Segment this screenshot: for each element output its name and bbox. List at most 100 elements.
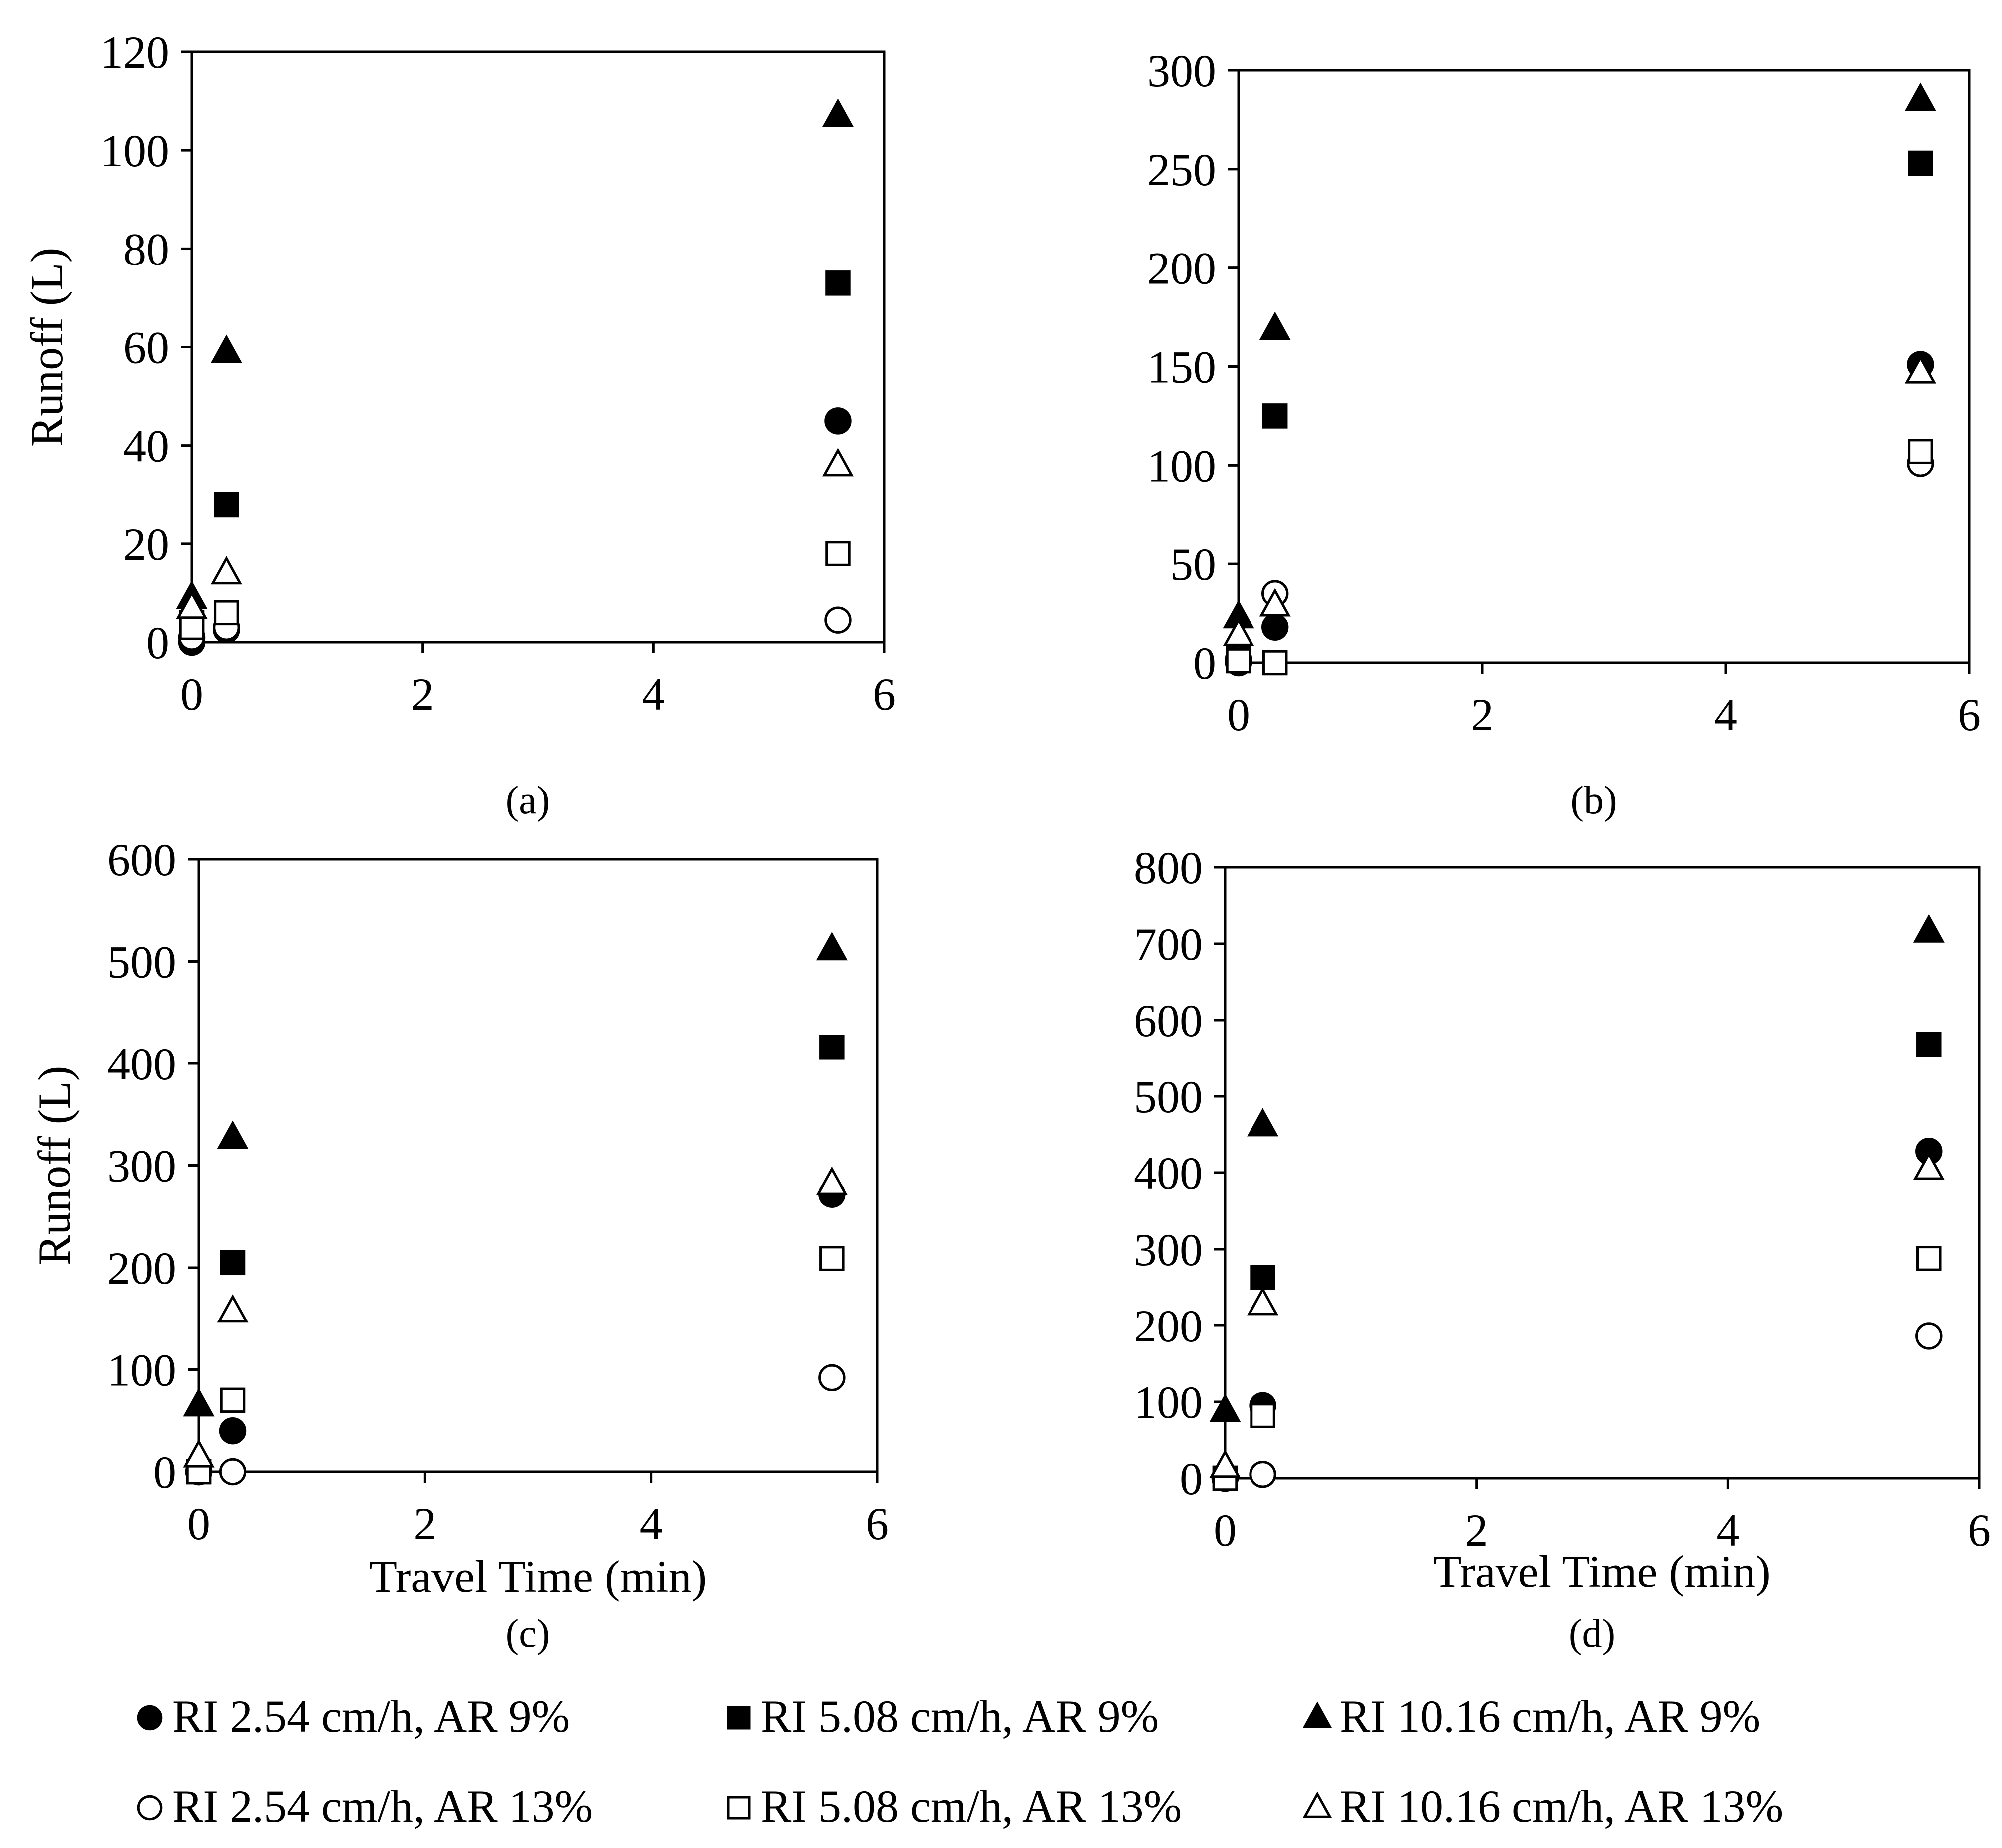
x-tick-label: 4: [640, 1498, 663, 1549]
y-tick-label: 150: [1147, 342, 1216, 393]
y-tick-label: 100: [1134, 1377, 1203, 1428]
y-tick-label: 600: [107, 834, 176, 885]
data-point: [220, 1250, 246, 1276]
legend-marker: [1302, 1701, 1332, 1728]
data-point: [819, 1035, 845, 1060]
x-tick-label: 6: [1968, 1505, 1991, 1556]
y-tick-label: 0: [146, 617, 169, 668]
legend-label: RI 2.54 cm/h, AR 13%: [172, 1781, 593, 1832]
data-point: [1904, 82, 1936, 111]
data-point: [818, 1364, 846, 1392]
y-tick-label: 0: [1193, 638, 1216, 689]
data-point: [1908, 439, 1933, 464]
data-point: [219, 1458, 247, 1486]
legend-marker: [727, 1706, 751, 1730]
legend-label: RI 2.54 cm/h, AR 9%: [172, 1691, 570, 1742]
y-axis-label: Runoff (L): [29, 1066, 80, 1265]
panel-label: (b): [1570, 779, 1617, 822]
x-tick-label: 2: [413, 1498, 436, 1549]
legend-label: RI 5.08 cm/h, AR 13%: [761, 1781, 1182, 1832]
y-tick-label: 200: [1134, 1301, 1203, 1351]
data-point: [217, 1294, 249, 1323]
y-tick-label: 300: [107, 1141, 176, 1192]
legend-marker: [137, 1705, 163, 1731]
panel-label: (a): [506, 779, 550, 822]
data-point: [822, 98, 854, 127]
legend-marker: [727, 1796, 751, 1820]
x-tick-label: 6: [873, 669, 896, 720]
data-point: [1247, 1108, 1279, 1137]
y-tick-label: 700: [1134, 919, 1203, 970]
y-tick-label: 300: [1134, 1224, 1203, 1275]
legend-label: RI 10.16 cm/h, AR 13%: [1340, 1781, 1783, 1832]
x-tick-label: 0: [187, 1498, 210, 1549]
data-point: [220, 1387, 246, 1413]
data-point: [824, 606, 852, 634]
data-point: [816, 932, 848, 961]
y-tick-label: 300: [1147, 45, 1216, 96]
data-point: [1916, 1032, 1942, 1057]
y-tick-label: 0: [153, 1447, 176, 1498]
data-point: [825, 541, 851, 566]
y-tick-label: 100: [1147, 440, 1216, 491]
data-point: [1913, 914, 1945, 943]
legend-label: RI 10.16 cm/h, AR 9%: [1340, 1691, 1760, 1742]
x-axis-label: Travel Time (min): [369, 1551, 707, 1602]
x-tick-label: 0: [1227, 689, 1250, 740]
y-tick-label: 50: [1170, 539, 1216, 590]
data-point: [179, 615, 205, 640]
y-tick-label: 200: [1147, 243, 1216, 294]
y-tick-label: 120: [100, 27, 169, 78]
x-tick-label: 6: [866, 1498, 889, 1549]
data-point: [176, 590, 208, 619]
y-tick-label: 100: [107, 1345, 176, 1396]
data-point: [822, 448, 854, 477]
legend-marker: [1302, 1791, 1332, 1818]
x-tick-label: 6: [1958, 689, 1981, 740]
data-point: [217, 1120, 249, 1149]
chart-panel-c: 0 100 200 300 400 500 600 0 2 4 6 Runoff (L) Travel …: [29, 834, 889, 1656]
data-point: [214, 492, 239, 518]
data-point: [1259, 588, 1291, 617]
data-point: [1226, 648, 1251, 674]
y-tick-label: 250: [1147, 144, 1216, 195]
data-point: [816, 1166, 848, 1195]
x-tick-label: 0: [180, 669, 203, 720]
y-tick-label: 600: [1134, 995, 1203, 1046]
data-point: [210, 334, 242, 363]
x-tick-label: 2: [1465, 1505, 1488, 1556]
chart-panel-d: 0 100 200 300 400 500 600 700 800 0 2 4 6 Travel Time…: [1134, 842, 1991, 1656]
legend-label: RI 5.08 cm/h, AR 9%: [761, 1691, 1159, 1742]
y-axis-label: Runoff (L): [21, 248, 72, 447]
data-point: [824, 407, 852, 435]
data-point: [1223, 617, 1254, 646]
y-tick-label: 60: [123, 322, 169, 373]
x-tick-label: 0: [1214, 1505, 1237, 1556]
data-point: [183, 1388, 215, 1417]
panel-label: (d): [1569, 1612, 1615, 1656]
x-axis-label: Travel Time (min): [1433, 1546, 1770, 1597]
data-point: [1915, 1322, 1943, 1350]
y-tick-label: 80: [123, 224, 169, 274]
data-point: [1209, 1393, 1241, 1422]
y-tick-label: 100: [100, 125, 169, 176]
x-tick-label: 2: [411, 669, 434, 720]
data-point: [819, 1246, 845, 1271]
data-point: [1259, 311, 1291, 340]
y-tick-label: 800: [1134, 842, 1203, 893]
y-tick-label: 400: [1134, 1148, 1203, 1199]
legend: RI 2.54 cm/h, AR 9% RI 5.08 cm/h, AR 9% RI…: [137, 1691, 1783, 1832]
data-point: [1904, 355, 1936, 384]
data-point: [1262, 403, 1288, 429]
data-point: [1916, 1246, 1942, 1271]
data-point: [210, 556, 242, 585]
y-tick-label: 500: [1134, 1071, 1203, 1122]
data-point: [825, 270, 851, 296]
data-point: [183, 1439, 215, 1468]
y-tick-label: 200: [107, 1243, 176, 1294]
y-tick-label: 0: [1180, 1453, 1203, 1504]
data-point: [214, 600, 239, 626]
chart-panel-b: 0 50 100 150 200 250 300 0 2 4 6 (b): [1147, 45, 1981, 822]
data-point: [1913, 1151, 1945, 1180]
